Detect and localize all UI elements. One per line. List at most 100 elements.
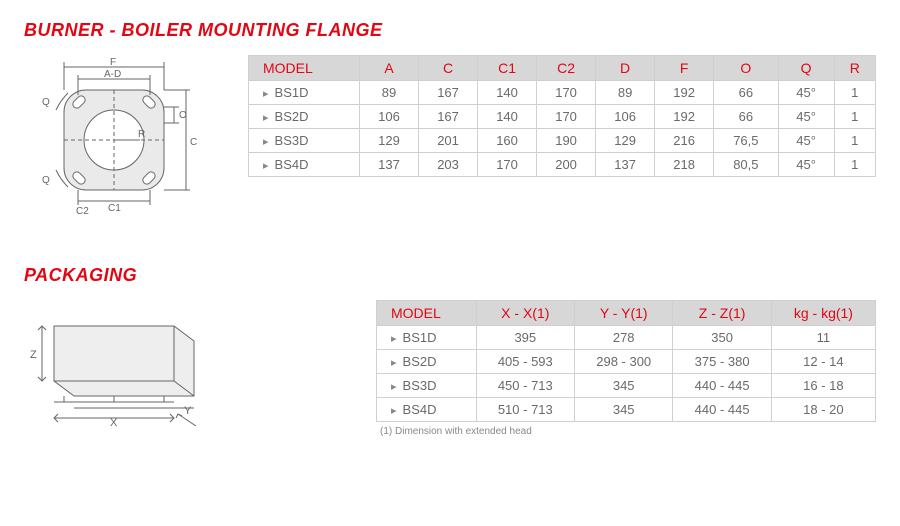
column-header: kg - kg(1): [771, 301, 875, 326]
value-cell: 129: [596, 129, 655, 153]
flange-table: MODELACC1C2DFOQR BS1D8916714017089192664…: [248, 55, 876, 177]
value-cell: 201: [419, 129, 478, 153]
column-header: C1: [478, 56, 537, 81]
packaging-header-row: MODELX - X(1)Y - Y(1)Z - Z(1)kg - kg(1): [377, 301, 876, 326]
dim-C: C: [190, 137, 197, 148]
flange-section: F A-D Q Q O R: [24, 55, 876, 215]
value-cell: 16 - 18: [771, 374, 875, 398]
value-cell: 298 - 300: [575, 350, 673, 374]
value-cell: 167: [419, 81, 478, 105]
value-cell: 440 - 445: [673, 398, 771, 422]
value-cell: 45°: [778, 153, 834, 177]
column-header: C: [419, 56, 478, 81]
value-cell: 218: [655, 153, 714, 177]
value-cell: 140: [478, 105, 537, 129]
value-cell: 170: [537, 81, 596, 105]
model-cell: BS1D: [377, 326, 477, 350]
model-cell: BS4D: [377, 398, 477, 422]
table-row: BS1D39527835011: [377, 326, 876, 350]
value-cell: 1: [834, 153, 875, 177]
dim-R: R: [138, 129, 145, 140]
value-cell: 129: [360, 129, 419, 153]
value-cell: 203: [419, 153, 478, 177]
value-cell: 45°: [778, 81, 834, 105]
dim-Y: Y: [184, 405, 192, 417]
column-header: A: [360, 56, 419, 81]
column-header: Z - Z(1): [673, 301, 771, 326]
value-cell: 278: [575, 326, 673, 350]
column-header: MODEL: [377, 301, 477, 326]
value-cell: 440 - 445: [673, 374, 771, 398]
value-cell: 106: [596, 105, 655, 129]
table-row: BS4D13720317020013721880,545°1: [249, 153, 876, 177]
value-cell: 160: [478, 129, 537, 153]
model-cell: BS1D: [249, 81, 360, 105]
value-cell: 89: [596, 81, 655, 105]
model-cell: BS2D: [249, 105, 360, 129]
value-cell: 140: [478, 81, 537, 105]
model-cell: BS3D: [249, 129, 360, 153]
value-cell: 66: [714, 81, 779, 105]
packaging-heading: PACKAGING: [24, 265, 876, 286]
dim-AD: A-D: [104, 69, 121, 80]
value-cell: 192: [655, 81, 714, 105]
column-header: C2: [537, 56, 596, 81]
value-cell: 170: [478, 153, 537, 177]
value-cell: 89: [360, 81, 419, 105]
value-cell: 405 - 593: [476, 350, 574, 374]
value-cell: 200: [537, 153, 596, 177]
value-cell: 12 - 14: [771, 350, 875, 374]
packaging-table-box: MODELX - X(1)Y - Y(1)Z - Z(1)kg - kg(1) …: [376, 300, 876, 437]
model-cell: BS3D: [377, 374, 477, 398]
dim-F: F: [110, 57, 116, 68]
value-cell: 395: [476, 326, 574, 350]
value-cell: 170: [537, 105, 596, 129]
model-cell: BS2D: [377, 350, 477, 374]
value-cell: 66: [714, 105, 779, 129]
column-header: D: [596, 56, 655, 81]
value-cell: 80,5: [714, 153, 779, 177]
dim-X: X: [110, 417, 118, 426]
value-cell: 167: [419, 105, 478, 129]
value-cell: 106: [360, 105, 419, 129]
flange-heading: BURNER - BOILER MOUNTING FLANGE: [24, 20, 876, 41]
dim-C2: C2: [76, 206, 89, 215]
table-row: BS3D12920116019012921676,545°1: [249, 129, 876, 153]
value-cell: 190: [537, 129, 596, 153]
value-cell: 18 - 20: [771, 398, 875, 422]
value-cell: 216: [655, 129, 714, 153]
table-row: BS1D89167140170891926645°1: [249, 81, 876, 105]
value-cell: 1: [834, 81, 875, 105]
table-row: BS2D405 - 593298 - 300375 - 38012 - 14: [377, 350, 876, 374]
value-cell: 45°: [778, 129, 834, 153]
packaging-footnote: (1) Dimension with extended head: [376, 426, 876, 437]
table-row: BS2D1061671401701061926645°1: [249, 105, 876, 129]
value-cell: 1: [834, 105, 875, 129]
value-cell: 350: [673, 326, 771, 350]
value-cell: 345: [575, 374, 673, 398]
flange-diagram: F A-D Q Q O R: [24, 55, 224, 215]
value-cell: 510 - 713: [476, 398, 574, 422]
flange-table-box: MODELACC1C2DFOQR BS1D8916714017089192664…: [248, 55, 876, 215]
value-cell: 45°: [778, 105, 834, 129]
table-row: BS4D510 - 713345440 - 44518 - 20: [377, 398, 876, 422]
packaging-table: MODELX - X(1)Y - Y(1)Z - Z(1)kg - kg(1) …: [376, 300, 876, 422]
model-cell: BS4D: [249, 153, 360, 177]
value-cell: 11: [771, 326, 875, 350]
value-cell: 450 - 713: [476, 374, 574, 398]
value-cell: 345: [575, 398, 673, 422]
column-header: Y - Y(1): [575, 301, 673, 326]
table-row: BS3D450 - 713345440 - 44516 - 18: [377, 374, 876, 398]
column-header: MODEL: [249, 56, 360, 81]
dim-Q1: Q: [42, 97, 50, 108]
column-header: O: [714, 56, 779, 81]
dim-Q2: Q: [42, 175, 50, 186]
packaging-diagram: Z X Y: [24, 300, 224, 437]
column-header: Q: [778, 56, 834, 81]
value-cell: 192: [655, 105, 714, 129]
column-header: R: [834, 56, 875, 81]
packaging-section: Z X Y MODELX - X(1)Y - Y(1)Z - Z(1)kg - …: [24, 300, 876, 437]
column-header: F: [655, 56, 714, 81]
dim-C1: C1: [108, 203, 121, 214]
value-cell: 1: [834, 129, 875, 153]
